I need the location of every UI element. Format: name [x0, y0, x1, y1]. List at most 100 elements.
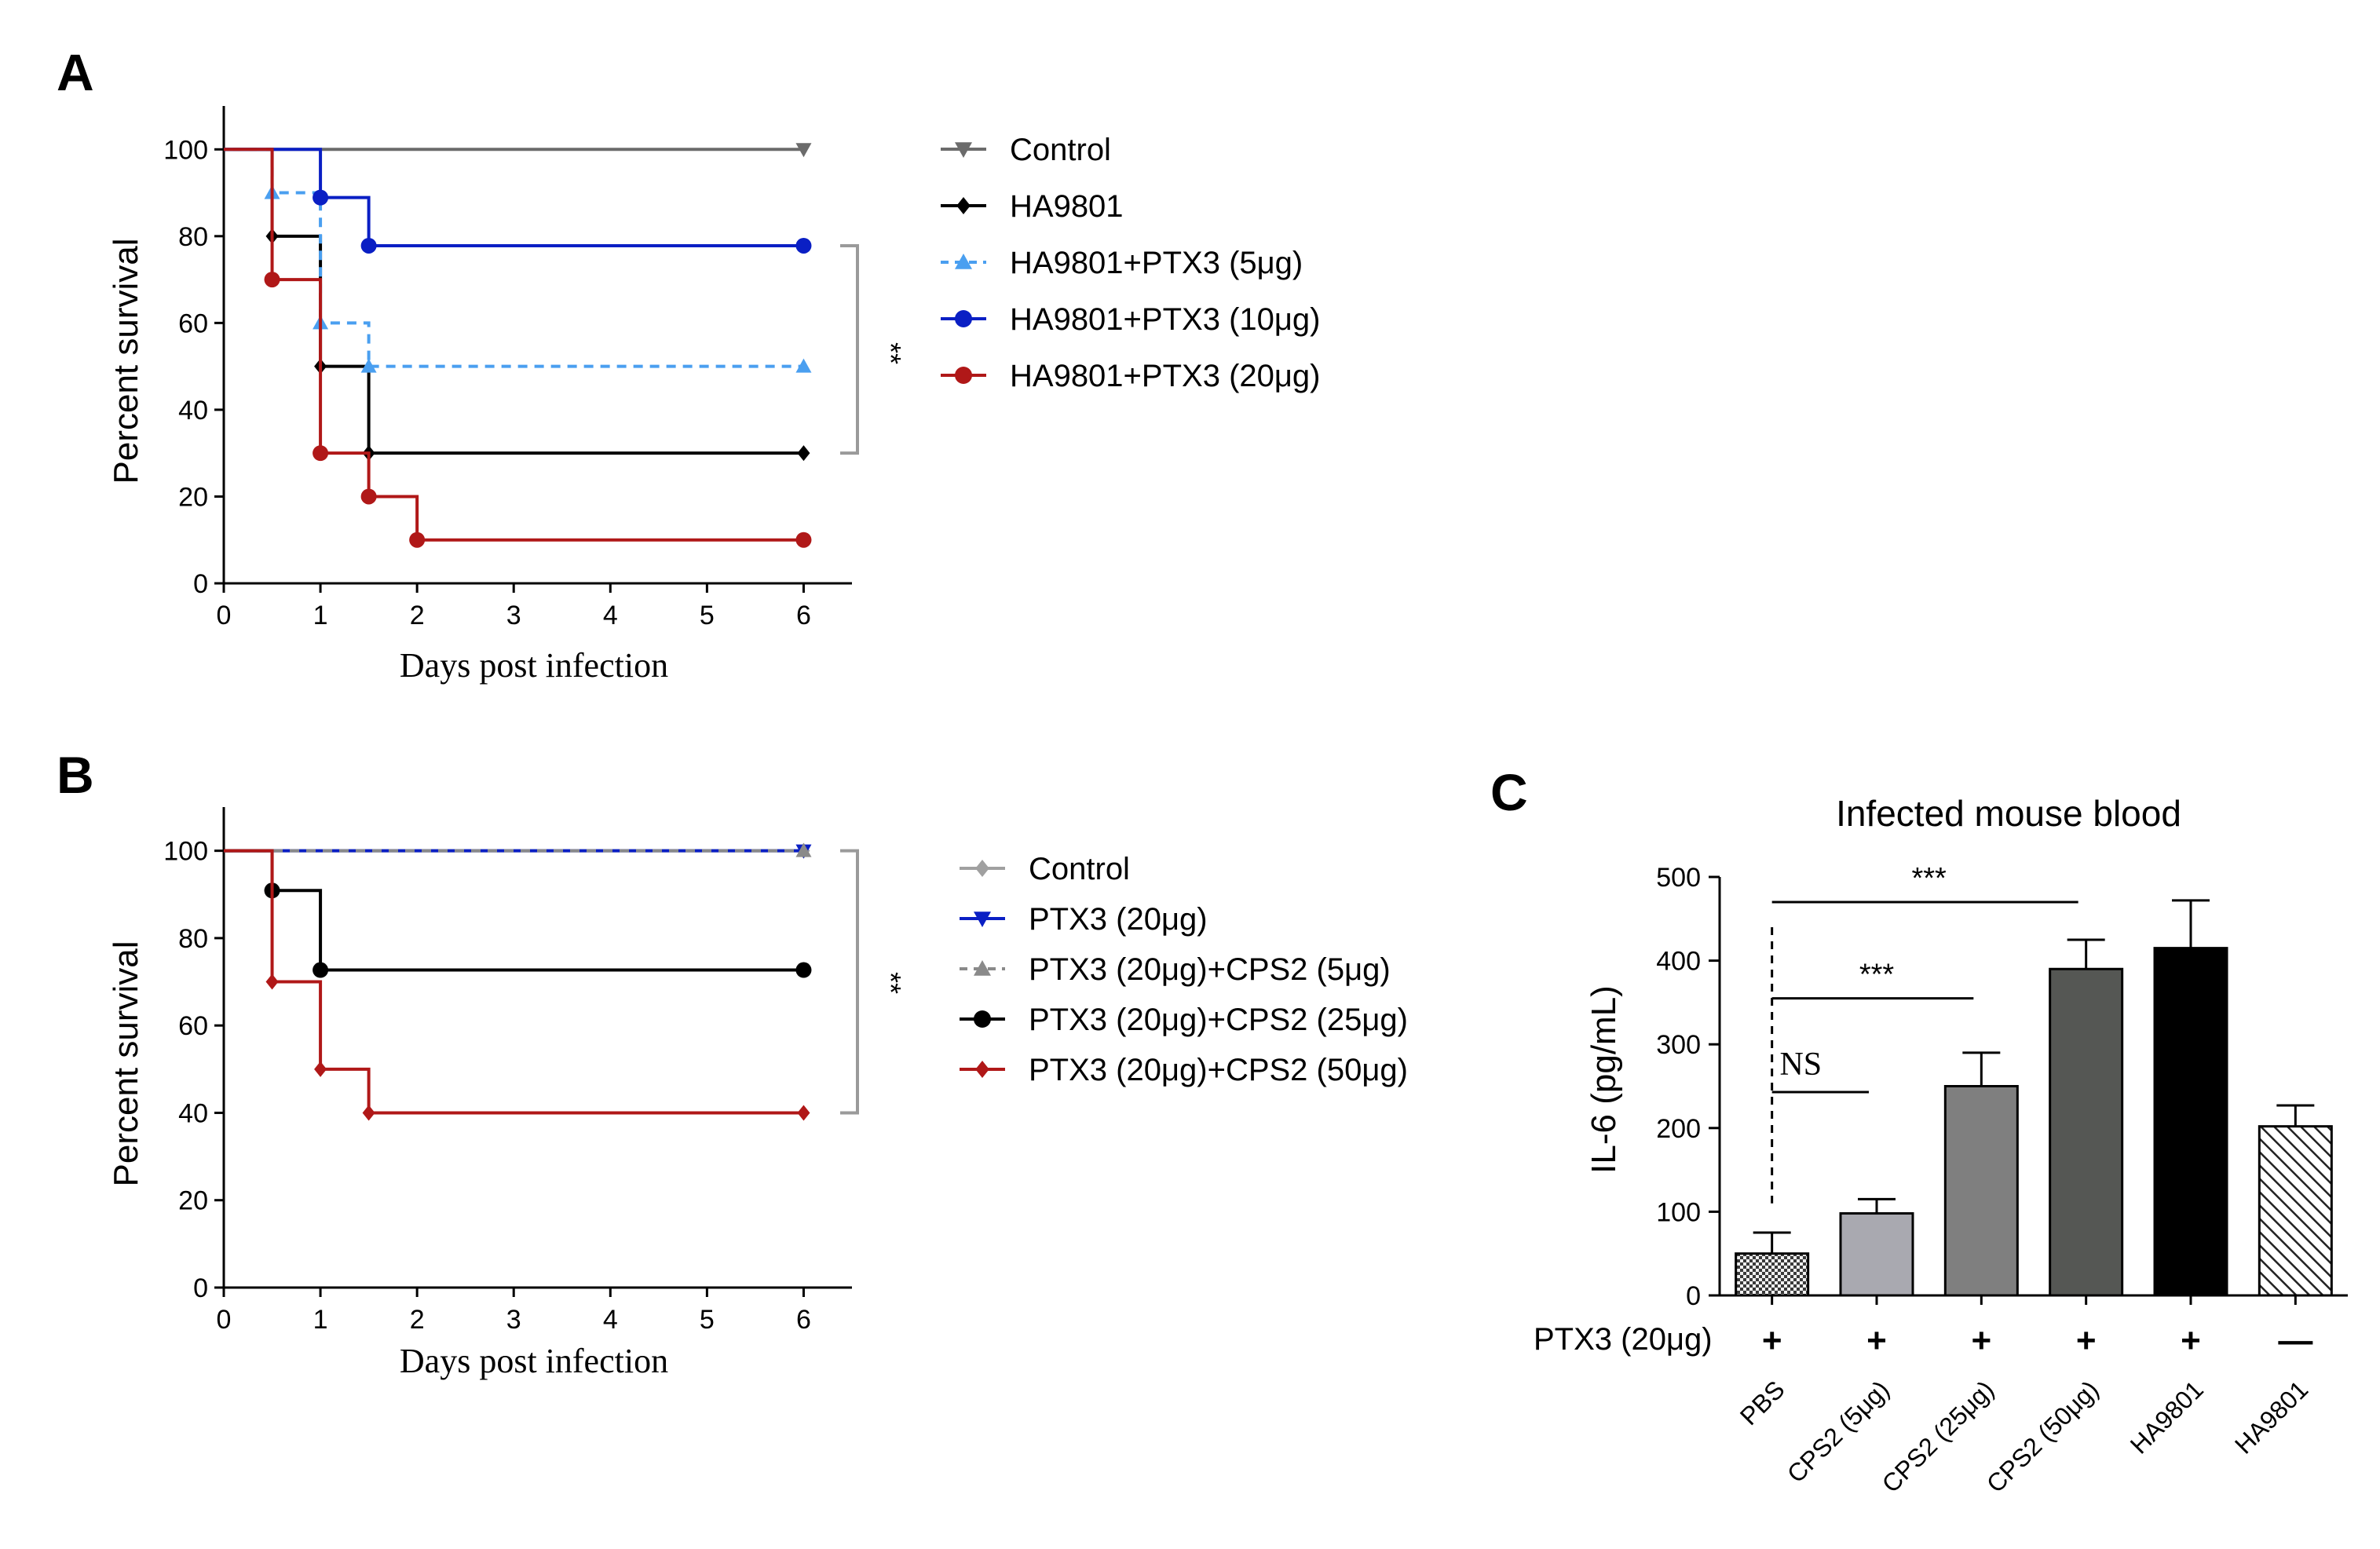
c-category-label-4: CPS2 (50μg) [1981, 1375, 2104, 1498]
b-x-tick-label: 2 [410, 1305, 425, 1335]
c-significance-label-2: *** [1859, 959, 1895, 992]
panel-c-y-axis-label: IL-6 (pg/mL) [1585, 985, 1623, 1174]
a-series-point-2 [797, 445, 810, 462]
a-y-tick-label: 80 [178, 222, 208, 252]
panel-c-significance: NS *** *** [1771, 862, 2078, 1204]
c-significance-label-1: NS [1779, 1047, 1822, 1083]
b-x-tick-label: 4 [603, 1305, 618, 1335]
a-y-tick-label: 40 [178, 396, 208, 426]
panel-a-x-axis-label: Days post infection [400, 646, 668, 685]
b-legend-label-4: PTX3 (20μg)+CPS2 (25μg) [1029, 1003, 1408, 1037]
a-x-tick-label: 3 [506, 601, 521, 630]
b-series-line-4 [224, 849, 804, 972]
a-y-tick-label: 60 [178, 309, 208, 338]
b-x-tick-label: 1 [313, 1305, 328, 1335]
a-series-line-4 [224, 148, 804, 247]
b-x-tick-label: 0 [217, 1305, 232, 1335]
a-y-tick-label: 100 [163, 135, 208, 165]
c-y-tick-label: 400 [1656, 947, 1701, 977]
a-legend-label-1: Control [1010, 133, 1111, 167]
a-series-point-4 [313, 189, 329, 206]
a-series-point-3 [360, 358, 377, 373]
c-ptx3-sign-6: — [2278, 1321, 2312, 1360]
a-series-point-5 [795, 532, 812, 548]
a-legend-marker-2 [956, 197, 971, 214]
panel-b-x-axis-label: Days post infection [400, 1342, 668, 1380]
c-ptx3-sign-5: + [2181, 1321, 2201, 1360]
a-y-tick-label: 0 [193, 569, 208, 599]
b-series-point-5 [265, 974, 279, 990]
panel-b-legend: Control PTX3 (20μg) PTX3 (20μg)+CPS2 (5μg)… [960, 852, 1408, 1087]
b-legend-marker-2 [974, 911, 991, 927]
panel-b-axes: 0 20 40 60 80 100 0 1 2 3 4 5 6 [163, 807, 852, 1335]
a-legend-marker-3 [955, 254, 972, 269]
b-x-tick-label: 6 [796, 1305, 811, 1335]
c-bar-3 [1943, 1085, 2019, 1297]
c-y-tick-label: 100 [1656, 1197, 1701, 1227]
a-y-tick-label: 20 [178, 482, 208, 512]
c-y-tick-label: 200 [1656, 1114, 1701, 1144]
panel-c-bars [1735, 899, 2333, 1297]
a-legend-marker-4 [955, 310, 972, 327]
a-series-point-5 [313, 445, 329, 462]
panel-a-series [224, 143, 812, 548]
panel-a-legend: Control HA9801 HA9801+PTX3 (5μg) HA9801+PTX… [941, 133, 1321, 393]
a-legend-marker-1 [955, 142, 972, 158]
a-series-point-3 [795, 358, 812, 373]
b-x-tick-label: 5 [700, 1305, 715, 1335]
c-ptx3-sign-4: + [2076, 1321, 2097, 1360]
panel-b-significance-label: ** [875, 972, 907, 994]
a-series-point-1 [795, 143, 812, 158]
c-ptx3-sign-2: + [1866, 1321, 1887, 1360]
panel-c-axes: 0 100 200 300 400 500 [1656, 863, 2348, 1311]
a-x-tick-label: 0 [217, 601, 232, 630]
b-significance-bracket [840, 849, 859, 1115]
panel-c-ptx3-row-label: PTX3 (20μg) [1534, 1322, 1713, 1357]
c-category-label-3: CPS2 (25μg) [1877, 1375, 2000, 1498]
b-y-tick-label: 60 [178, 1011, 208, 1041]
c-y-tick-label: 500 [1656, 863, 1701, 893]
panel-b-survival-chart: 0 20 40 60 80 100 0 1 2 3 4 5 6 Control PTX3 (20μg) PT… [107, 807, 1408, 1380]
a-legend-label-2: HA9801 [1010, 189, 1124, 224]
b-legend-label-2: PTX3 (20μg) [1029, 902, 1208, 937]
panel-b-y-axis-label: Percent survival [107, 941, 145, 1186]
a-x-tick-label: 1 [313, 601, 328, 630]
c-ptx3-sign-1: + [1762, 1321, 1782, 1360]
panel-b-series [224, 842, 812, 1121]
b-y-tick-label: 0 [193, 1273, 208, 1303]
c-bar-4 [2049, 967, 2124, 1297]
a-legend-label-3: HA9801+PTX3 (5μg) [1010, 246, 1303, 280]
a-series-point-5 [360, 488, 377, 505]
a-series-point-4 [795, 237, 812, 254]
b-legend-label-3: PTX3 (20μg)+CPS2 (5μg) [1029, 952, 1391, 987]
panel-a-axes: 0 20 40 60 80 100 0 1 2 3 4 5 6 [163, 106, 852, 630]
c-bar-6 [2258, 1125, 2333, 1297]
c-bar-5 [2153, 947, 2228, 1297]
panel-letter-c: C [1490, 763, 1528, 821]
b-legend-marker-4 [974, 1010, 991, 1028]
b-series-point-3 [795, 842, 812, 857]
a-series-line-5 [224, 148, 804, 542]
a-x-tick-label: 2 [410, 601, 425, 630]
panel-c-category-labels: +PBS+CPS2 (5μg)+CPS2 (25μg)+CPS2 (50μg)+… [1735, 1321, 2313, 1498]
b-series-point-4 [795, 962, 812, 978]
a-series-point-5 [264, 272, 280, 288]
a-x-tick-label: 4 [603, 601, 618, 630]
b-series-point-4 [313, 962, 329, 978]
b-x-tick-label: 3 [506, 1305, 521, 1335]
panel-a-significance: ** [840, 243, 907, 455]
c-category-label-2: CPS2 (5μg) [1782, 1375, 1895, 1488]
panel-a-y-axis-label: Percent survival [107, 238, 145, 484]
a-legend-marker-5 [955, 367, 972, 384]
panel-c-bar-chart: Infected mouse blood IL-6 (pg/mL) PTX3 (… [1534, 793, 2348, 1498]
c-significance-label-3: *** [1911, 862, 1947, 895]
panel-c-title: Infected mouse blood [1836, 793, 2181, 834]
b-legend-marker-3 [974, 960, 991, 976]
panel-a-significance-label: ** [875, 342, 907, 364]
c-category-label-1: PBS [1735, 1375, 1790, 1430]
c-category-label-6: HA9801 [2229, 1375, 2313, 1459]
b-series-point-5 [314, 1061, 327, 1077]
b-y-tick-label: 80 [178, 924, 208, 954]
b-y-tick-label: 100 [163, 837, 208, 867]
